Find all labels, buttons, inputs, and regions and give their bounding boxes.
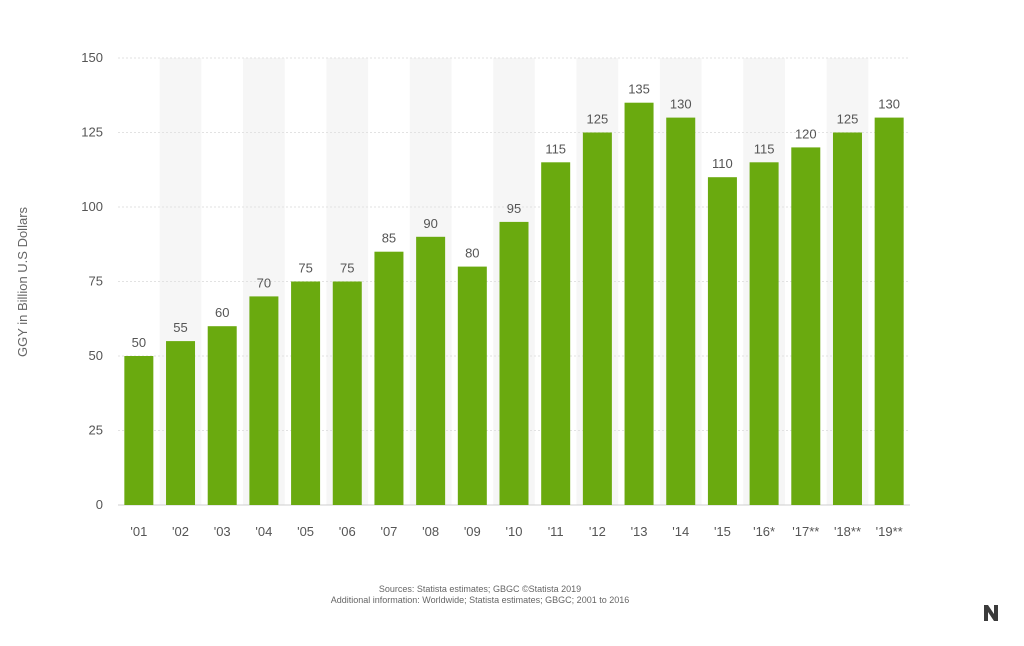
bar	[499, 221, 529, 505]
bar	[749, 162, 779, 506]
bar	[457, 266, 487, 505]
source-note: Sources: Statista estimates; GBGC ©Stati…	[230, 584, 730, 606]
value-label: 115	[545, 141, 566, 156]
value-label: 70	[257, 275, 271, 290]
x-tick-label: '18**	[834, 524, 861, 539]
bar	[582, 132, 612, 505]
value-label: 75	[340, 261, 354, 276]
x-tick-label: '04	[255, 524, 272, 539]
bar	[374, 251, 404, 505]
value-label: 110	[712, 156, 733, 171]
y-tick-label: 50	[89, 348, 103, 363]
value-label: 125	[587, 112, 609, 127]
y-axis-ticks: 0 25 50 75 100 125 150	[81, 50, 103, 512]
bar	[291, 281, 321, 505]
value-label: 120	[795, 126, 817, 141]
x-tick-label: '06	[339, 524, 356, 539]
y-tick-label: 125	[81, 125, 103, 140]
value-labels: 50 55 60 70 75 75 85 90 80 95 115 125 135 130 110 115 12…	[132, 82, 900, 350]
source-line-1: Sources: Statista estimates; GBGC ©Stati…	[378, 584, 582, 594]
value-label: 130	[670, 97, 692, 112]
x-tick-label: '07	[380, 524, 397, 539]
bars	[124, 102, 904, 506]
x-tick-label: '12	[589, 524, 606, 539]
x-tick-label: '02	[172, 524, 189, 539]
value-label: 85	[382, 231, 396, 246]
value-label: 90	[423, 216, 437, 231]
brand-logo-icon	[984, 605, 998, 621]
x-tick-label: '14	[672, 524, 689, 539]
bar	[416, 236, 446, 506]
x-tick-label: '16*	[753, 524, 775, 539]
source-line-2: Additional information: Worldwide; Stati…	[330, 595, 630, 605]
y-axis-label: GGY in Billion U.S Dollars	[15, 206, 30, 357]
value-label: 80	[465, 246, 479, 261]
x-tick-label: '10	[506, 524, 523, 539]
value-label: 50	[132, 335, 146, 350]
x-tick-label: '09	[464, 524, 481, 539]
value-label: 125	[837, 112, 859, 127]
bar	[249, 296, 279, 505]
x-tick-label: '19**	[876, 524, 903, 539]
y-tick-label: 0	[96, 497, 103, 512]
bar	[707, 177, 737, 505]
y-tick-label: 25	[89, 423, 103, 438]
y-tick-label: 150	[81, 50, 103, 65]
value-label: 130	[878, 97, 900, 112]
x-tick-label: '01	[130, 524, 147, 539]
value-label: 60	[215, 305, 229, 320]
x-tick-label: '15	[714, 524, 731, 539]
bar	[332, 281, 362, 505]
bar	[541, 162, 571, 506]
x-tick-label: '05	[297, 524, 314, 539]
y-tick-label: 100	[81, 199, 103, 214]
bar	[207, 326, 237, 505]
bar	[624, 102, 654, 505]
bar	[666, 117, 696, 505]
bar	[832, 132, 862, 505]
bar	[166, 341, 196, 505]
value-label: 95	[507, 201, 521, 216]
y-tick-label: 75	[89, 274, 103, 289]
x-axis-ticks: '01 '02 '03 '04 '05 '06 '07 '08 '09 '10 '11 '12 '13 '…	[130, 524, 902, 539]
x-tick-label: '08	[422, 524, 439, 539]
x-tick-label: '17**	[792, 524, 819, 539]
value-label: 55	[173, 320, 187, 335]
x-tick-label: '11	[548, 524, 564, 539]
x-tick-label: '03	[214, 524, 231, 539]
value-label: 135	[628, 82, 650, 97]
x-tick-label: '13	[631, 524, 648, 539]
value-label: 115	[754, 141, 775, 156]
bar	[124, 356, 154, 505]
value-label: 75	[298, 261, 312, 276]
bar	[874, 117, 904, 505]
bar	[791, 147, 821, 505]
